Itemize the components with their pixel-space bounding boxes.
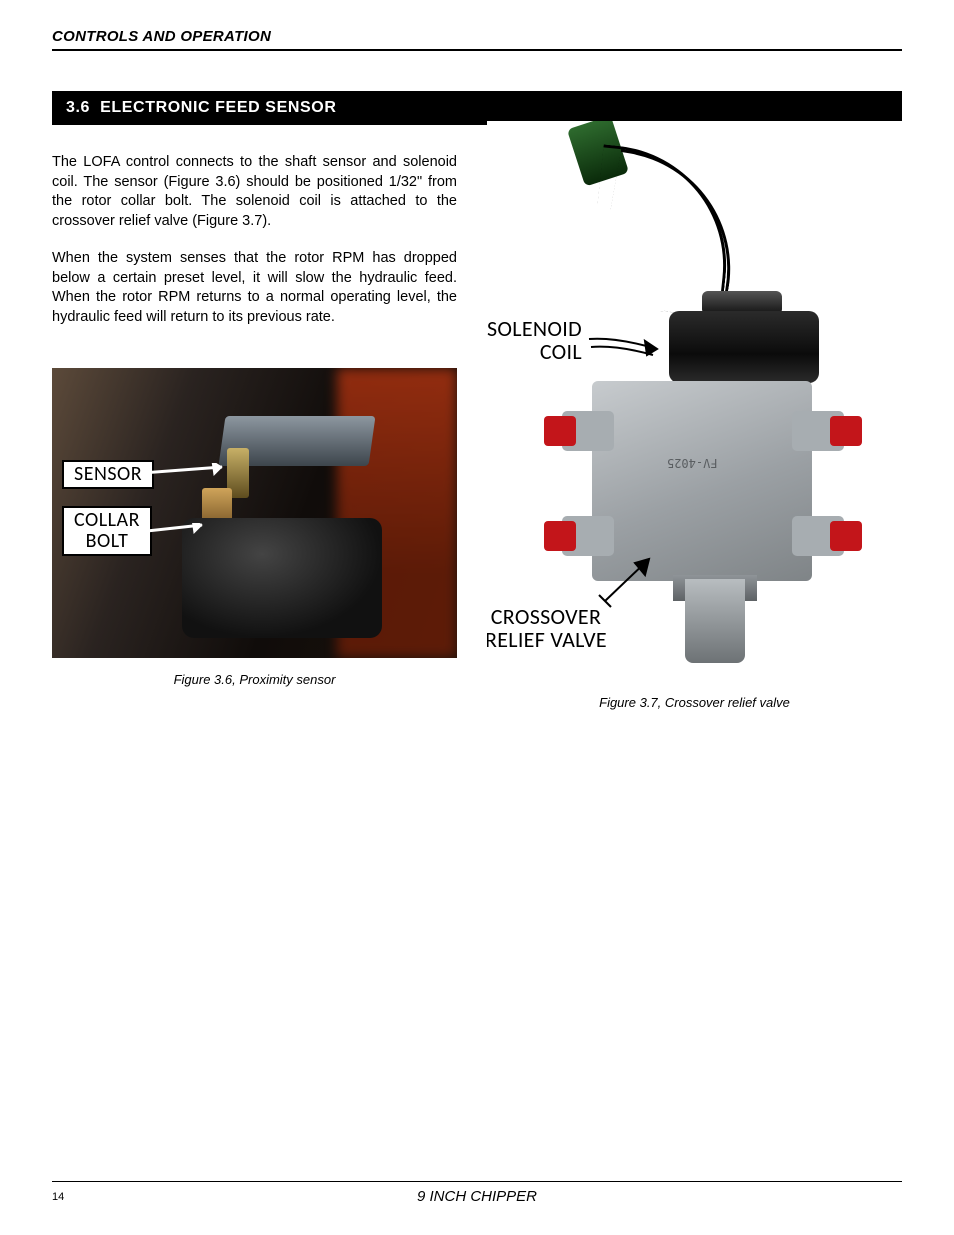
- figure-3-7-caption: Figure 3.7, Crossover relief valve: [487, 695, 902, 710]
- figure-3-6-image: SENSOR COLLAR BOLT: [52, 368, 457, 658]
- left-column: The LOFA control connects to the shaft s…: [52, 153, 457, 710]
- header-rule: [52, 49, 902, 51]
- fig36-sensor-label: SENSOR: [62, 460, 154, 489]
- figure-3-6: SENSOR COLLAR BOLT Figure 3.6, Proximity…: [52, 368, 457, 687]
- fig37-crossover-label: CROSSOVER RELIEF VALVE: [487, 605, 607, 651]
- fig37-crossover-line2: RELIEF VALVE: [487, 626, 607, 653]
- page-header: CONTROLS AND OPERATION: [52, 28, 902, 51]
- fig37-crossover-arrow: [597, 549, 667, 609]
- fig36-collar-label: COLLAR BOLT: [62, 506, 152, 556]
- fig36-collar-arrow: [147, 523, 217, 543]
- fig37-solenoid-coil: [669, 311, 819, 383]
- fig36-sensor-arrow: [142, 463, 237, 483]
- fig37-solenoid-line2: COIL: [540, 338, 582, 365]
- page-footer: 14 9 INCH CHIPPER: [52, 1181, 902, 1205]
- figure-3-7: FV-4025 SOLENOID COIL: [487, 121, 902, 710]
- chapter-title: CONTROLS AND OPERATION: [52, 28, 902, 49]
- figure-3-7-image: FV-4025 SOLENOID COIL: [487, 121, 902, 681]
- fig37-solenoid-arrow: [587, 333, 677, 363]
- right-column: FV-4025 SOLENOID COIL: [487, 153, 902, 710]
- fig36-collar-line2: BOLT: [86, 529, 129, 553]
- fig37-valve-marking: FV-4025: [667, 456, 718, 470]
- fig37-red-cap: [830, 416, 862, 446]
- paragraph-2: When the system senses that the rotor RP…: [52, 249, 457, 327]
- fig37-solenoid-label: SOLENOID COIL: [487, 317, 582, 363]
- content-columns: The LOFA control connects to the shaft s…: [52, 153, 902, 710]
- fig37-red-cap: [544, 416, 576, 446]
- footer-doc-title: 9 INCH CHIPPER: [92, 1188, 862, 1205]
- section-title: ELECTRONIC FEED SENSOR: [100, 99, 336, 116]
- section-number: 3.6: [66, 99, 90, 116]
- paragraph-1: The LOFA control connects to the shaft s…: [52, 153, 457, 231]
- section-heading-bar: 3.6 ELECTRONIC FEED SENSOR: [52, 91, 902, 125]
- fig37-red-cap: [830, 521, 862, 551]
- figure-3-6-caption: Figure 3.6, Proximity sensor: [52, 672, 457, 687]
- fig37-relief-nozzle: [685, 579, 745, 663]
- page-number: 14: [52, 1191, 92, 1203]
- fig37-red-cap: [544, 521, 576, 551]
